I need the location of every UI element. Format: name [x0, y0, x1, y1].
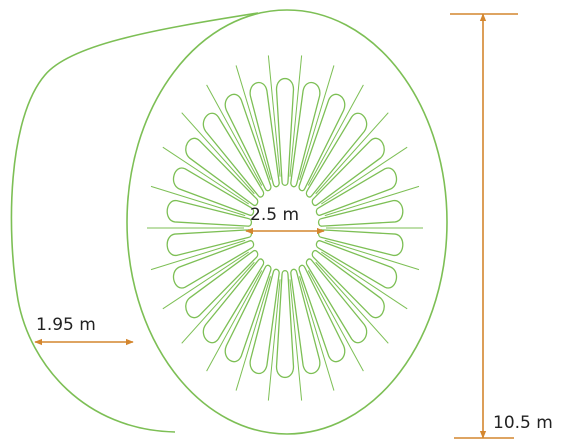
fin: [275, 77, 295, 186]
fin-ring: [147, 55, 423, 401]
fin: [172, 167, 255, 216]
fin: [202, 258, 265, 344]
fin: [166, 229, 253, 256]
fin-divider-line: [206, 84, 263, 186]
fin: [311, 250, 385, 319]
fin-divider-line: [150, 239, 246, 271]
fin: [249, 268, 280, 375]
fin: [275, 270, 295, 379]
fin: [298, 93, 346, 192]
fin: [185, 250, 259, 319]
depth-label: 1.95 m: [36, 315, 96, 335]
fin-divider-line: [150, 185, 246, 217]
fin: [305, 112, 368, 198]
fin: [305, 258, 368, 344]
fin: [202, 112, 265, 198]
inner-diameter-label: 2.5 m: [250, 205, 299, 225]
fin: [290, 268, 321, 375]
fin: [249, 81, 280, 188]
fin: [166, 200, 253, 227]
fin-divider-line: [267, 55, 281, 177]
fin-divider-line: [235, 276, 271, 391]
fin-divider-line: [299, 65, 335, 180]
fin-divider-line: [289, 55, 303, 177]
fin-divider-line: [181, 112, 255, 195]
fin-divider-line: [315, 261, 389, 344]
fin-divider-line: [235, 65, 271, 180]
fin-divider-line: [181, 261, 255, 344]
fin: [224, 93, 272, 192]
fin: [311, 137, 385, 206]
fin-divider-line: [162, 251, 249, 310]
fin-divider-line: [299, 276, 335, 391]
fin: [315, 167, 398, 216]
fin-divider-line: [324, 185, 420, 217]
fin-divider-line: [321, 251, 408, 310]
fin-divider-line: [315, 112, 389, 195]
fin: [317, 200, 404, 227]
back-rim: [10, 12, 259, 433]
fin: [172, 240, 255, 289]
fin: [298, 264, 346, 363]
fin-divider-line: [289, 279, 303, 401]
fin-divider-line: [307, 270, 364, 372]
fin: [290, 81, 321, 188]
fin: [185, 137, 259, 206]
fin-divider-line: [206, 270, 263, 372]
fin-divider-line: [267, 279, 281, 401]
fin-divider-line: [321, 146, 408, 205]
fin: [224, 264, 272, 363]
fin-divider-line: [307, 84, 364, 186]
height-label: 10.5 m: [493, 413, 553, 433]
fin-divider-line: [324, 239, 420, 271]
fin-divider-line: [162, 146, 249, 205]
fin: [315, 240, 398, 289]
